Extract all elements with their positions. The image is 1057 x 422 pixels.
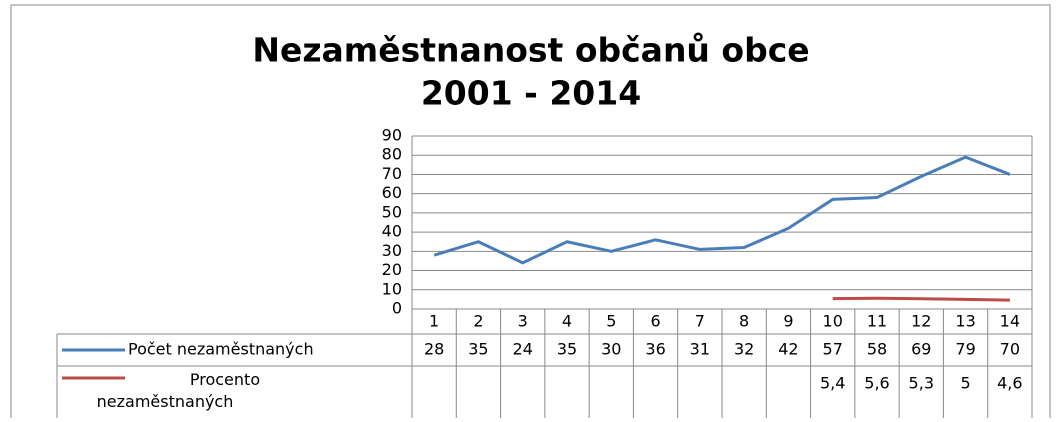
chart-title: 2001 - 2014 <box>421 74 641 113</box>
y-tick-label: 10 <box>382 279 402 298</box>
table-value: 5,3 <box>909 374 934 393</box>
legend-label: Procento nezaměstnaných <box>97 370 260 411</box>
table-value: 31 <box>690 340 710 359</box>
legend-label: Počet nezaměstnaných <box>128 340 314 359</box>
x-tick-label: 6 <box>650 312 660 331</box>
table-value: 70 <box>1000 340 1020 359</box>
y-tick-label: 20 <box>382 260 402 279</box>
table-value: 4,6 <box>997 374 1022 393</box>
table-value: 5 <box>960 374 970 393</box>
table-value: 28 <box>424 340 444 359</box>
table-value: 57 <box>823 340 843 359</box>
y-tick-label: 30 <box>382 241 402 260</box>
x-tick-label: 13 <box>955 312 975 331</box>
x-tick-label: 14 <box>1000 312 1020 331</box>
line <box>832 296 1010 302</box>
y-tick-label: 40 <box>382 222 402 241</box>
x-tick-label: 1 <box>429 312 439 331</box>
table-value: 24 <box>513 340 533 359</box>
table-value: 36 <box>645 340 665 359</box>
table-value: 69 <box>911 340 931 359</box>
table-value: 42 <box>778 340 798 359</box>
chart-frame <box>10 4 1051 422</box>
x-tick-label: 7 <box>695 312 705 331</box>
x-tick-label: 8 <box>739 312 749 331</box>
y-tick-label: 0 <box>392 299 402 318</box>
y-tick-label: 90 <box>382 126 402 145</box>
y-tick-label: 60 <box>382 183 402 202</box>
chart-title: Nezaměstnanost občanů obce <box>252 31 809 70</box>
line <box>433 155 1011 265</box>
table-value: 5,6 <box>864 374 889 393</box>
y-tick-label: 70 <box>382 164 402 183</box>
x-tick-label: 5 <box>606 312 616 331</box>
table-value: 35 <box>468 340 488 359</box>
x-tick-label: 12 <box>911 312 931 331</box>
table-value: 30 <box>601 340 621 359</box>
x-tick-label: 10 <box>823 312 843 331</box>
x-tick-label: 9 <box>783 312 793 331</box>
y-tick-label: 80 <box>382 145 402 164</box>
x-tick-label: 3 <box>518 312 528 331</box>
table-value: 79 <box>955 340 975 359</box>
x-tick-label: 11 <box>867 312 887 331</box>
table-value: 58 <box>867 340 887 359</box>
y-tick-label: 50 <box>382 202 402 221</box>
x-tick-label: 4 <box>562 312 572 331</box>
table-value: 5,4 <box>820 374 845 393</box>
x-tick-label: 2 <box>473 312 483 331</box>
table-value: 32 <box>734 340 754 359</box>
table-value: 35 <box>557 340 577 359</box>
